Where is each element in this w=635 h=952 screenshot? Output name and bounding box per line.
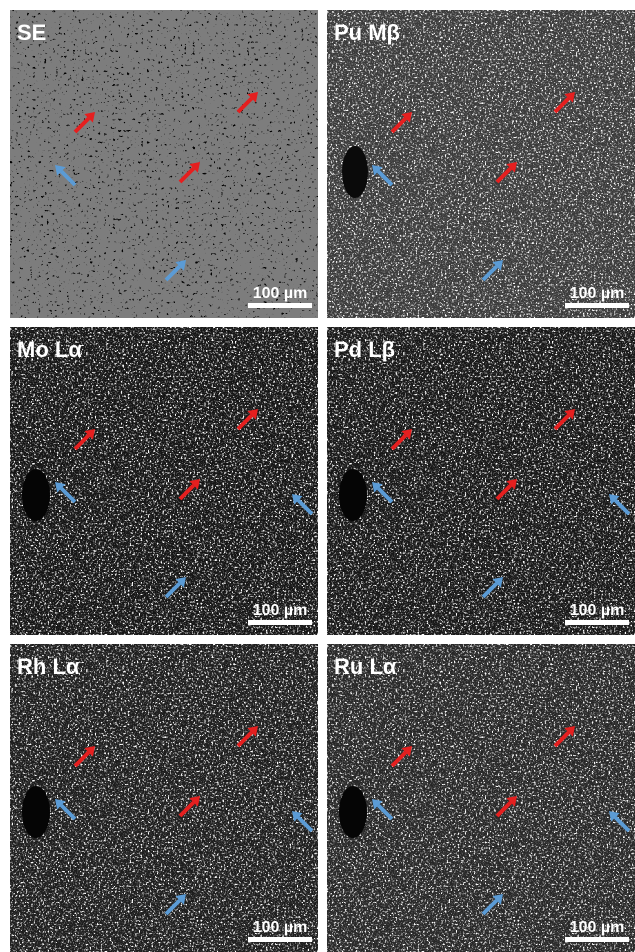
scale-bar-label: 100 µm [253, 602, 308, 619]
scale-bar [248, 620, 312, 625]
panel-label: Ru Lα [334, 654, 397, 679]
image-panel: Rh Lα 100 µm [10, 644, 318, 952]
bright-texture [327, 327, 635, 635]
scale-bar [565, 937, 629, 942]
scale-bar [248, 937, 312, 942]
panel-label: Rh Lα [17, 654, 80, 679]
bright-texture [327, 10, 635, 318]
bright-texture [10, 327, 318, 635]
dark-pore [342, 146, 368, 198]
image-panel: Ru Lα 100 µm [327, 644, 635, 952]
figure: SE 100 µm Pu Mβ 100 µm Mo Lα 100 µm Pd Lβ 100 µ… [0, 0, 635, 952]
scale-bar-label: 100 µm [570, 919, 625, 936]
scale-bar-label: 100 µm [570, 602, 625, 619]
scale-bar [248, 303, 312, 308]
dark-pore [22, 786, 50, 838]
panels: SE 100 µm Pu Mβ 100 µm Mo Lα 100 µm Pd Lβ 100 µ… [10, 10, 635, 952]
bright-texture [327, 644, 635, 952]
dark-pore [339, 469, 367, 521]
pore-texture [10, 10, 318, 318]
scale-bar [565, 620, 629, 625]
dark-pore [339, 786, 367, 838]
image-panel: SE 100 µm [10, 10, 318, 318]
panel-label: SE [17, 20, 46, 45]
scale-bar-label: 100 µm [253, 919, 308, 936]
image-panel: Pu Mβ 100 µm [327, 10, 635, 318]
scale-bar [565, 303, 629, 308]
panel-label: Pd Lβ [334, 337, 395, 362]
scale-bar-label: 100 µm [253, 285, 308, 302]
dark-pore [22, 469, 50, 521]
bright-texture [10, 644, 318, 952]
panel-label: Pu Mβ [334, 20, 400, 45]
image-panel: Pd Lβ 100 µm [327, 327, 635, 635]
scale-bar-label: 100 µm [570, 285, 625, 302]
image-panel: Mo Lα 100 µm [10, 327, 318, 635]
panel-label: Mo Lα [17, 337, 82, 362]
